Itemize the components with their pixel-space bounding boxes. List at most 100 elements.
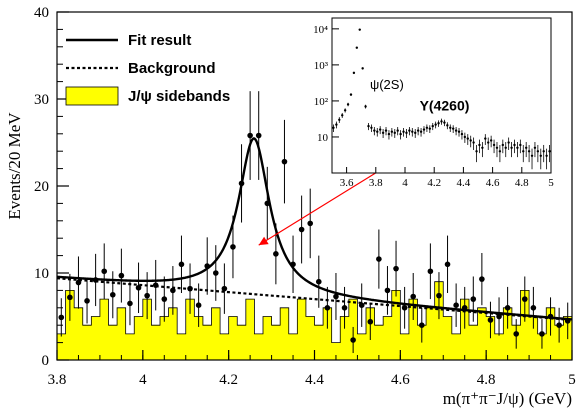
data-point xyxy=(101,243,108,300)
data-point xyxy=(212,245,219,301)
data-point xyxy=(453,283,459,327)
x-tick-label: 5 xyxy=(568,372,576,388)
data-point xyxy=(67,273,73,321)
data-point xyxy=(556,307,562,343)
inset-point xyxy=(472,137,475,150)
inset-point xyxy=(437,120,440,127)
data-point xyxy=(273,223,279,285)
inset-point xyxy=(384,127,388,136)
data-point xyxy=(539,319,545,349)
data-point xyxy=(461,286,468,329)
inset-y-tick-label: 10³ xyxy=(314,60,329,72)
inset-point xyxy=(434,121,437,129)
inset-x-tick-label: 4.6 xyxy=(486,177,500,189)
data-point xyxy=(75,256,82,309)
inset-point xyxy=(504,142,507,158)
x-tick-label: 4.8 xyxy=(477,372,496,388)
data-point xyxy=(487,301,494,339)
legend-entry: J/ψ sidebands xyxy=(65,86,230,106)
inset-point xyxy=(428,125,432,134)
y-tick-label: 30 xyxy=(34,92,49,108)
inset-y-tick-label: 10⁴ xyxy=(313,24,328,36)
data-point xyxy=(384,266,391,315)
inset-point xyxy=(381,129,385,138)
inset-point xyxy=(396,127,399,136)
inset-point xyxy=(346,102,350,107)
inset-point xyxy=(352,71,356,75)
inset-point xyxy=(332,124,335,132)
inset-point xyxy=(501,139,505,154)
inset-point xyxy=(370,124,373,132)
data-point xyxy=(444,235,451,294)
data-point xyxy=(204,237,211,295)
inset-point xyxy=(484,134,487,145)
data-point xyxy=(418,307,425,343)
inset-x-tick-label: 4.4 xyxy=(457,177,471,189)
inset-point xyxy=(349,93,353,96)
inset-point xyxy=(495,142,499,158)
legend-label: Background xyxy=(128,60,216,77)
inset-frame xyxy=(331,17,552,174)
data-point xyxy=(152,259,159,311)
inset-point xyxy=(481,142,484,158)
inset-x-tick-label: 4.8 xyxy=(515,177,529,189)
data-point xyxy=(547,297,554,336)
data-point xyxy=(513,319,520,349)
x-tick-label: 4 xyxy=(139,372,147,388)
inset-point xyxy=(548,144,551,163)
data-point xyxy=(333,273,339,320)
inset-point xyxy=(408,127,411,136)
inset-point xyxy=(478,139,481,154)
inset-x-tick-label: 4 xyxy=(402,177,408,189)
data-point xyxy=(470,276,477,322)
data-point xyxy=(247,91,253,180)
inset-point xyxy=(530,148,534,170)
data-point xyxy=(238,144,245,223)
inset-point xyxy=(498,144,502,163)
inset-point xyxy=(440,118,443,125)
inset-point xyxy=(516,142,519,158)
data-point xyxy=(521,276,528,322)
inset-point xyxy=(414,129,417,138)
data-point xyxy=(298,195,305,264)
inset-point xyxy=(341,112,344,118)
inset-point xyxy=(402,127,405,137)
inset-point xyxy=(469,135,472,148)
data-point xyxy=(401,286,408,329)
data-point xyxy=(358,283,365,327)
inset-annotation-y4260: Y(4260) xyxy=(420,97,470,113)
data-point xyxy=(161,276,168,322)
data-point xyxy=(195,283,202,327)
inset-y-tick-label: 10 xyxy=(317,132,329,144)
data-point xyxy=(367,303,374,340)
data-point xyxy=(127,281,133,326)
data-point xyxy=(135,262,142,314)
data-point xyxy=(92,253,99,307)
inset-point xyxy=(355,46,359,49)
inset-x-tick-label: 3.8 xyxy=(369,177,383,189)
data-point xyxy=(393,240,399,297)
inset-point xyxy=(431,122,434,131)
data-point xyxy=(178,235,185,294)
inset-point xyxy=(364,104,367,109)
data-point xyxy=(427,243,434,300)
sideband-area xyxy=(56,281,573,361)
inset-point xyxy=(513,139,516,154)
legend-entry: Fit result xyxy=(66,32,191,49)
inset-x-tick-label: 5 xyxy=(548,177,554,189)
data-point xyxy=(315,255,322,308)
y-tick-label: 0 xyxy=(42,353,50,369)
inset-chart: 3.6 3.8 4 4.2 4.4 4.6 4.8 5 10 10² 10³ 10⁴ ψ(2S) Y(42… xyxy=(313,17,554,189)
inset-point xyxy=(422,126,426,135)
inset-point xyxy=(519,139,522,154)
data-point xyxy=(530,286,537,329)
fit-line xyxy=(56,137,573,321)
inset-x-tick-label: 4.2 xyxy=(427,177,441,189)
sideband-histogram xyxy=(56,281,573,361)
data-point xyxy=(84,278,90,324)
y-tick-label: 10 xyxy=(34,266,49,282)
inset-point xyxy=(373,127,376,136)
inset-point xyxy=(545,148,548,170)
inset-point xyxy=(358,28,361,31)
inset-point xyxy=(466,134,469,145)
